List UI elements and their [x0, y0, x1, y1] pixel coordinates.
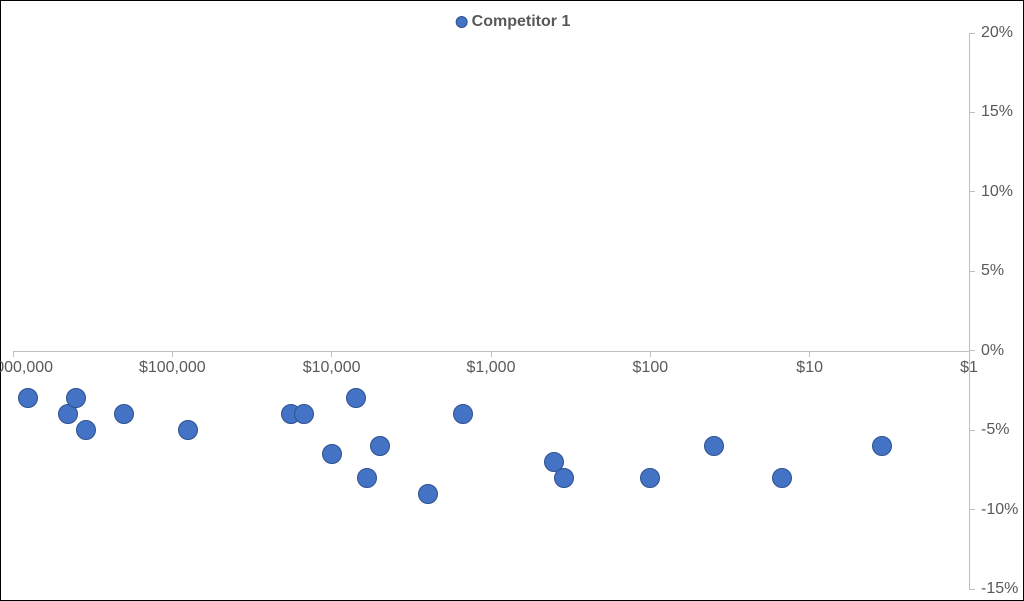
y-tick-mark [969, 350, 975, 351]
data-point [453, 404, 473, 424]
y-tick-mark [969, 112, 975, 113]
x-tick-label: $100 [633, 359, 669, 377]
data-point [640, 468, 660, 488]
data-point [346, 388, 366, 408]
data-point [370, 436, 390, 456]
x-tick-label: $100,000 [139, 359, 206, 377]
y-axis-line [969, 33, 970, 589]
y-tick-label: 20% [981, 24, 1013, 42]
data-point [294, 404, 314, 424]
y-tick-label: -15% [981, 580, 1018, 598]
y-tick-label: -5% [981, 421, 1009, 439]
x-tick-label: $10,000 [303, 359, 361, 377]
x-tick-label: $1,000,000 [0, 359, 53, 377]
y-tick-mark [969, 191, 975, 192]
data-point [322, 444, 342, 464]
data-point [418, 484, 438, 504]
data-point [66, 388, 86, 408]
x-tick-mark [650, 351, 651, 357]
y-tick-mark [969, 509, 975, 510]
x-tick-mark [491, 351, 492, 357]
x-tick-mark [172, 351, 173, 357]
y-tick-mark [969, 430, 975, 431]
data-point [114, 404, 134, 424]
x-tick-label: $10 [796, 359, 823, 377]
data-point [772, 468, 792, 488]
data-point [357, 468, 377, 488]
data-point [872, 436, 892, 456]
legend-marker-icon [456, 16, 468, 28]
chart-frame: 20% 15% 10% 5% 0% -5% -10% -15% $1,000,000 $100,0… [0, 0, 1024, 601]
x-tick-mark [969, 351, 970, 357]
data-point [18, 388, 38, 408]
data-point [178, 420, 198, 440]
y-tick-label: 15% [981, 103, 1013, 121]
y-tick-mark [969, 271, 975, 272]
x-tick-label: $1 [960, 359, 978, 377]
plot-area: 20%15%10%5%0%-5%-10%-15%$1,000,000$100,0… [13, 33, 969, 589]
y-tick-label: 10% [981, 183, 1013, 201]
x-tick-label: $1,000 [467, 359, 516, 377]
y-tick-label: 0% [981, 342, 1004, 360]
y-tick-mark [969, 33, 975, 34]
data-point [76, 420, 96, 440]
legend: Competitor 1 [456, 13, 571, 31]
x-tick-mark [331, 351, 332, 357]
x-tick-mark [809, 351, 810, 357]
data-point [554, 468, 574, 488]
y-tick-label: 5% [981, 262, 1004, 280]
data-point [704, 436, 724, 456]
x-tick-mark [13, 351, 14, 357]
y-tick-mark [969, 589, 975, 590]
legend-label: Competitor 1 [472, 13, 571, 31]
y-tick-label: -10% [981, 501, 1018, 519]
